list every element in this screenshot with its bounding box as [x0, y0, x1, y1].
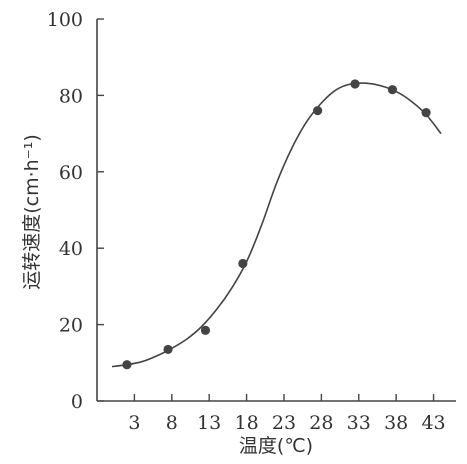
x-tick-label: 13 — [197, 412, 221, 434]
y-tick-label: 80 — [59, 85, 83, 107]
y-tick-label: 20 — [59, 315, 83, 337]
x-tick-label: 28 — [309, 412, 333, 434]
x-tick-label: 23 — [272, 412, 296, 434]
y-tick-label: 60 — [59, 162, 83, 184]
data-point — [387, 85, 398, 95]
x-tick-label: 38 — [384, 412, 408, 434]
data-point — [122, 360, 132, 370]
x-tick-label: 43 — [421, 412, 445, 434]
x-tick-label: 8 — [166, 412, 178, 434]
data-point — [238, 258, 248, 269]
data-point — [421, 107, 431, 118]
y-ticks: 0 20 40 60 80 100 — [47, 9, 104, 413]
x-tick-label: 3 — [128, 412, 140, 434]
x-ticks: 3 8 13 18 23 28 33 38 43 — [128, 394, 446, 434]
data-point — [350, 79, 360, 89]
y-tick-label: 40 — [59, 238, 83, 260]
data-point — [163, 344, 173, 355]
y-axis-title: 运转速度(cm·h⁻¹) — [21, 134, 43, 290]
data-point — [200, 325, 211, 335]
data-point — [313, 106, 323, 116]
x-axis-title: 温度(℃) — [239, 435, 313, 457]
data-points — [122, 79, 431, 370]
y-tick-label: 0 — [71, 391, 83, 413]
fit-curve — [111, 82, 442, 368]
x-tick-label: 33 — [347, 412, 371, 434]
x-tick-label: 18 — [234, 412, 258, 434]
y-tick-label: 100 — [47, 9, 83, 31]
